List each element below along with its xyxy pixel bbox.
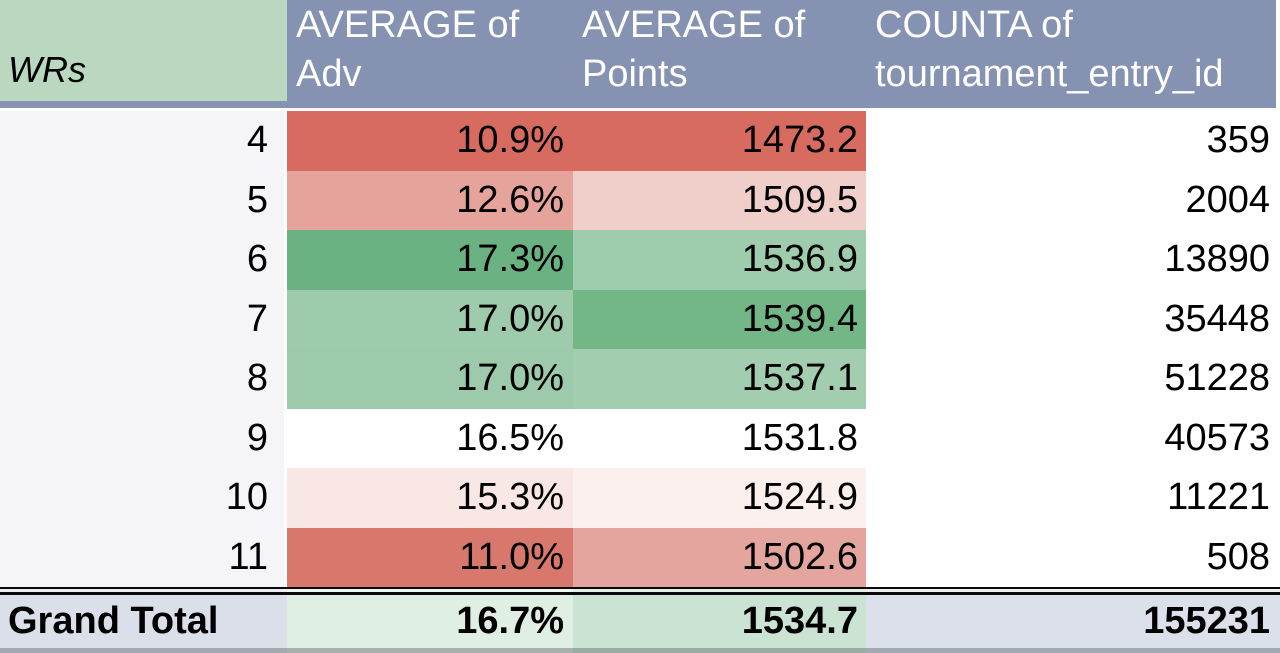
wr-value-cell[interactable]: 11 (0, 527, 287, 587)
wr-value-cell[interactable]: 6 (0, 230, 287, 290)
entry-count-cell[interactable]: 35448 (866, 289, 1280, 349)
wr-value-cell[interactable]: 8 (0, 349, 287, 409)
entry-count-cell[interactable]: 40573 (866, 408, 1280, 468)
header-bottom-band (0, 101, 1280, 108)
table-row: 8 17.0% 1537.1 51228 (0, 349, 1280, 409)
table-row: 11 11.0% 1502.6 508 (0, 527, 1280, 587)
entry-count-cell[interactable]: 11221 (866, 468, 1280, 528)
table-row: 6 17.3% 1536.9 13890 (0, 230, 1280, 290)
table-row: 10 15.3% 1524.9 11221 (0, 468, 1280, 528)
grand-total-count-cell[interactable]: 155231 (866, 595, 1280, 653)
table-row: 5 12.6% 1509.5 2004 (0, 170, 1280, 230)
wr-value-cell[interactable]: 9 (0, 408, 287, 468)
wr-value-cell[interactable]: 7 (0, 289, 287, 349)
pivot-table-header: WRs AVERAGE of Adv AVERAGE of Points COU… (0, 0, 1280, 108)
grand-total-row: Grand Total 16.7% 1534.7 155231 (0, 595, 1280, 653)
entry-count-cell[interactable]: 13890 (866, 230, 1280, 290)
avg-adv-cell[interactable]: 12.6% (287, 170, 573, 230)
avg-adv-cell[interactable]: 15.3% (287, 468, 573, 528)
avg-points-cell[interactable]: 1539.4 (573, 289, 866, 349)
entry-count-cell[interactable]: 2004 (866, 170, 1280, 230)
avg-adv-cell[interactable]: 11.0% (287, 527, 573, 587)
avg-adv-cell[interactable]: 10.9% (287, 111, 573, 171)
wr-value-cell[interactable]: 4 (0, 111, 287, 171)
table-row: 7 17.0% 1539.4 35448 (0, 289, 1280, 349)
total-separator-line-top (0, 587, 1280, 589)
avg-adv-cell[interactable]: 16.5% (287, 408, 573, 468)
header-data-gap (0, 108, 1280, 111)
entry-count-cell[interactable]: 359 (866, 111, 1280, 171)
grand-total-points-cell[interactable]: 1534.7 (573, 595, 866, 653)
avg-adv-cell[interactable]: 17.3% (287, 230, 573, 290)
wr-value-cell[interactable]: 5 (0, 170, 287, 230)
avg-points-cell[interactable]: 1473.2 (573, 111, 866, 171)
table-row: 4 10.9% 1473.2 359 (0, 111, 1280, 171)
table-row: 9 16.5% 1531.8 40573 (0, 408, 1280, 468)
header-right-edge (1276, 0, 1280, 108)
header-cell-average-of-adv[interactable]: AVERAGE of Adv (287, 0, 573, 101)
entry-count-cell[interactable]: 508 (866, 527, 1280, 587)
total-separator-line-bottom (0, 592, 1280, 595)
wr-value-cell[interactable]: 10 (0, 468, 287, 528)
avg-points-cell[interactable]: 1537.1 (573, 349, 866, 409)
avg-points-cell[interactable]: 1509.5 (573, 170, 866, 230)
avg-points-cell[interactable]: 1524.9 (573, 468, 866, 528)
avg-points-cell[interactable]: 1531.8 (573, 408, 866, 468)
avg-points-cell[interactable]: 1536.9 (573, 230, 866, 290)
header-cell-average-of-points[interactable]: AVERAGE of Points (573, 0, 866, 101)
grand-total-adv-cell[interactable]: 16.7% (287, 595, 573, 653)
avg-points-cell[interactable]: 1502.6 (573, 527, 866, 587)
avg-adv-cell[interactable]: 17.0% (287, 289, 573, 349)
corner-header-cell[interactable]: WRs (0, 0, 287, 101)
entry-count-cell[interactable]: 51228 (866, 349, 1280, 409)
grand-total-label-cell[interactable]: Grand Total (0, 595, 287, 653)
table-body: 4 10.9% 1473.2 359 5 12.6% 1509.5 2004 6… (0, 111, 1280, 587)
avg-adv-cell[interactable]: 17.0% (287, 349, 573, 409)
total-separator-gap (0, 589, 1280, 592)
header-cell-counta-tournament-entry-id[interactable]: COUNTA of tournament_entry_id (866, 0, 1280, 101)
